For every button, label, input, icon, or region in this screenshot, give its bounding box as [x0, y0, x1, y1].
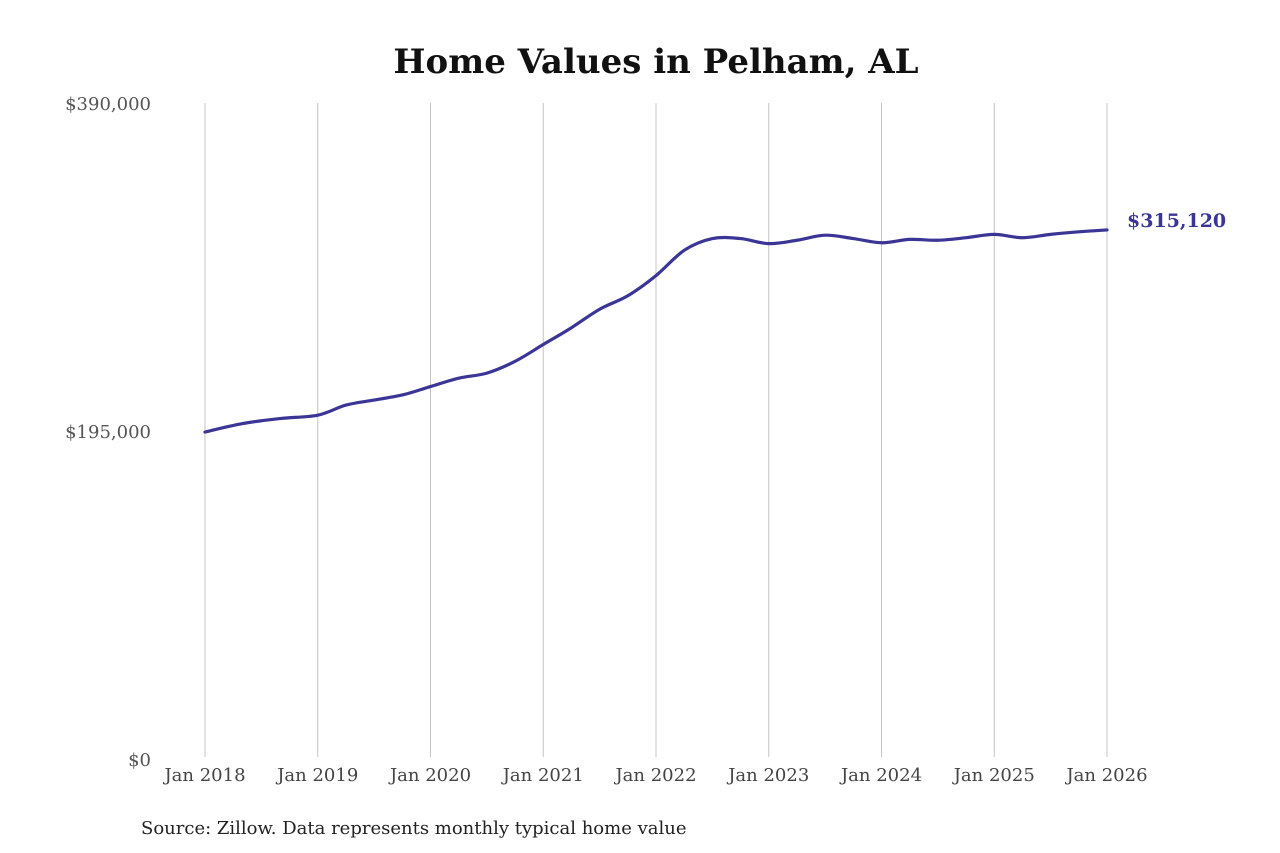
y-tick-label: $390,000 [65, 94, 151, 115]
x-tick-label: Jan 2018 [162, 765, 245, 786]
series-line [203, 228, 1109, 434]
x-tick-label: Jan 2023 [726, 765, 809, 786]
x-tick-label: Jan 2019 [275, 765, 358, 786]
x-tick-label: Jan 2022 [613, 765, 696, 786]
x-tick-label: Jan 2024 [839, 765, 922, 786]
series-layer [203, 228, 1109, 434]
x-tick-label: Jan 2025 [952, 765, 1035, 786]
gridlines [204, 103, 1108, 757]
x-tick-label: Jan 2020 [388, 765, 471, 786]
x-tick-label: Jan 2026 [1064, 765, 1147, 786]
source-note: Source: Zillow. Data represents monthly … [141, 818, 687, 839]
chart-title: Home Values in Pelham, AL [393, 42, 918, 82]
x-tick-label: Jan 2021 [501, 765, 584, 786]
end-value-label: $315,120 [1127, 210, 1226, 232]
x-axis-ticks: Jan 2018 Jan 2019 Jan 2020 Jan 2021 Jan 2022… [162, 765, 1147, 786]
y-tick-label: $195,000 [65, 422, 151, 443]
y-tick-label: $0 [128, 750, 151, 771]
y-axis-ticks: $0 $195,000 $390,000 [65, 94, 151, 771]
